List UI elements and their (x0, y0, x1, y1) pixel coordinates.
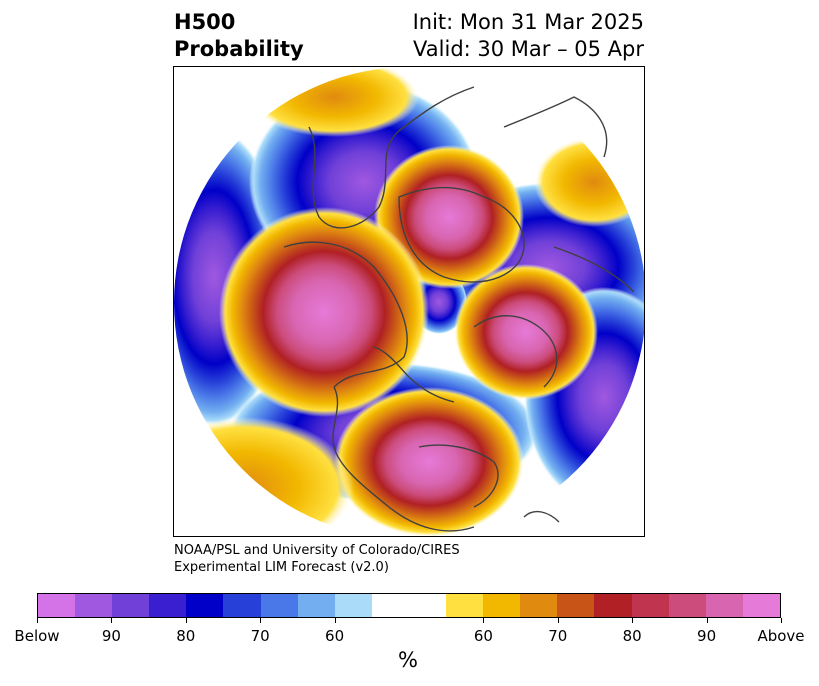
colorbar-segment (557, 594, 595, 617)
colorbar-tick (632, 618, 634, 623)
colorbar-tick (557, 618, 559, 623)
title-line-1: H500 (174, 10, 236, 34)
colorbar-tick (111, 618, 113, 623)
colorbar-tick-label: 80 (622, 627, 642, 645)
credit-line-2: Experimental LIM Forecast (v2.0) (174, 560, 389, 575)
colorbar-segment (260, 594, 298, 617)
colorbar-tick-label: Above (757, 627, 805, 645)
colorbar-tick-label: 90 (101, 627, 121, 645)
colorbar-segment (446, 594, 484, 617)
valid-range: Valid: 30 Mar – 05 Apr (413, 37, 644, 61)
anomaly-alaska-bering (454, 264, 598, 400)
anomaly-field (174, 67, 644, 536)
colorbar-segment (186, 594, 224, 617)
colorbar-segment (112, 594, 150, 617)
colorbar-tick-label: 80 (176, 627, 196, 645)
colorbar-segment (38, 594, 76, 617)
polar-map (173, 66, 645, 537)
data-credit: NOAA/PSL and University of Colorado/CIRE… (174, 542, 460, 576)
colorbar (37, 593, 781, 618)
colorbar-segment (223, 594, 261, 617)
colorbar-segment (75, 594, 113, 617)
colorbar-tick-label: Below (14, 627, 60, 645)
colorbar-segment (334, 594, 372, 617)
anomaly-central-siberia (219, 207, 429, 417)
colorbar-tick-label: 70 (250, 627, 270, 645)
colorbar-tick (37, 618, 38, 623)
colorbar-segment (631, 594, 669, 617)
credit-line-1: NOAA/PSL and University of Colorado/CIRE… (174, 543, 460, 558)
title-line-2: Probability (174, 37, 304, 61)
colorbar-tick (781, 618, 782, 623)
colorbar-segment (149, 594, 187, 617)
init-date: Init: Mon 31 Mar 2025 (412, 10, 644, 34)
coastlines (283, 86, 635, 532)
colorbar-segment (483, 594, 521, 617)
colorbar-segment (705, 594, 743, 617)
colorbar-unit: % (398, 648, 418, 672)
colorbar-tick (706, 618, 708, 623)
colorbar-segment (668, 594, 706, 617)
colorbar-segment (742, 594, 780, 617)
colorbar-tick-label: 60 (473, 627, 493, 645)
map-title: H500 Probability (174, 9, 304, 63)
colorbar-tick-label: 90 (697, 627, 717, 645)
anomaly-western-europe (374, 145, 524, 289)
colorbar-tick (483, 618, 485, 623)
colorbar-segment (520, 594, 558, 617)
colorbar-segment (371, 594, 447, 617)
anomaly-eastern-north-america (334, 387, 524, 536)
colorbar-segment (297, 594, 335, 617)
forecast-dates: Init: Mon 31 Mar 2025 Valid: 30 Mar – 05… (413, 9, 644, 63)
colorbar-tick-label: 70 (548, 627, 568, 645)
colorbar-tick (334, 618, 336, 623)
colorbar-tick-label: 60 (325, 627, 345, 645)
colorbar-tick (185, 618, 187, 623)
colorbar-tick (260, 618, 262, 623)
colorbar-segment (594, 594, 632, 617)
